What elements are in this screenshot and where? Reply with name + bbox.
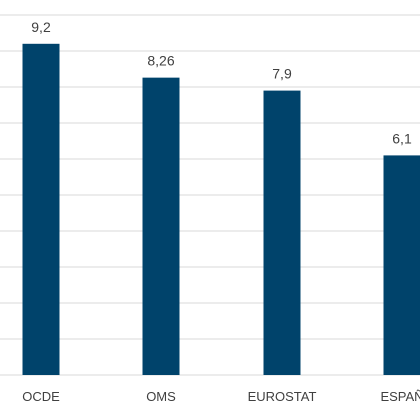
bar-oms (142, 77, 180, 375)
data-label: 7,9 (272, 66, 292, 82)
category-label: OMS (146, 389, 176, 404)
category-label: EUROSTAT (248, 389, 317, 404)
category-label: OCDE (22, 389, 60, 404)
data-label: 8,26 (147, 53, 174, 69)
bar-ocde (22, 43, 60, 376)
bar-eurostat (263, 90, 301, 375)
data-label: 9,2 (31, 19, 51, 35)
data-label: 6,1 (392, 130, 412, 146)
gridlines (0, 14, 420, 376)
category-labels: OCDE OMS EUROSTAT ESPAÑ (22, 389, 420, 404)
bar-españ (383, 155, 420, 375)
category-label: ESPAÑ (380, 389, 420, 404)
bars (22, 43, 420, 376)
data-labels: 9,2 8,26 7,9 6,1 (31, 19, 412, 147)
